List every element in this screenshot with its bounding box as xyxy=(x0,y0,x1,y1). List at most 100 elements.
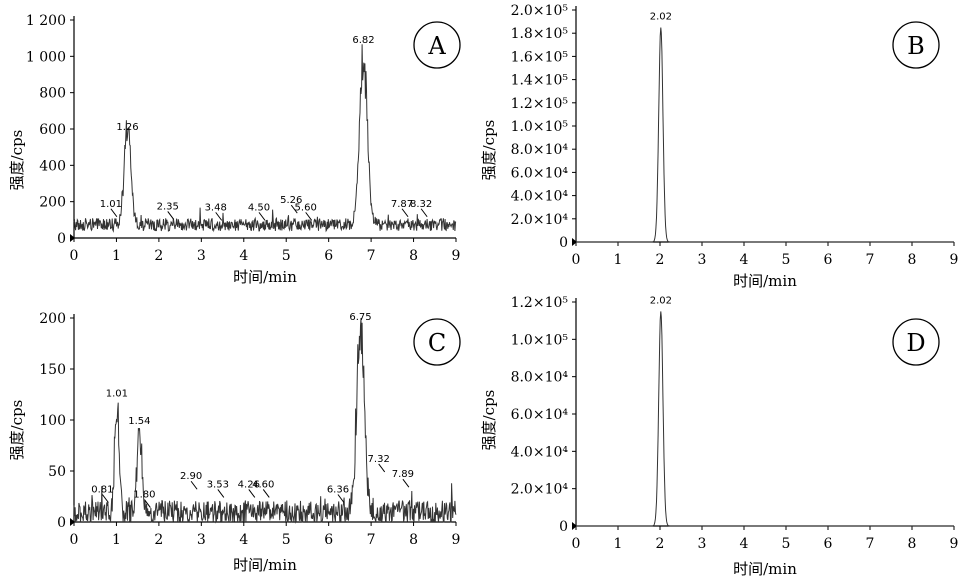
x-tick-label: 4 xyxy=(740,536,749,552)
y-tick-label: 8.0×10⁴ xyxy=(511,370,569,386)
annotation-label: 1.01 xyxy=(100,199,122,210)
x-tick-label: 5 xyxy=(782,252,791,268)
annotation-leader xyxy=(290,204,298,214)
y-tick-label: 1 000 xyxy=(26,49,66,65)
x-tick-label: 5 xyxy=(282,248,291,264)
x-tick-label: 5 xyxy=(282,532,291,548)
y-tick-label: 1.2×10⁵ xyxy=(511,295,569,311)
y-tick-label: 150 xyxy=(39,362,66,378)
y-tick-label: 1.0×10⁵ xyxy=(511,332,569,348)
chromatogram-trace xyxy=(73,317,457,524)
x-tick-label: 2 xyxy=(154,532,163,548)
annotation-label: 3.53 xyxy=(207,479,229,490)
annotation-label: 3.48 xyxy=(205,202,227,213)
annotation-leader xyxy=(217,489,225,498)
annotation-leader xyxy=(167,211,175,220)
panel-c: 0 1 2 3 4 5 6 7 8 9 0 50 100 150 200 时间/min 强度/cps 1.01 1.… xyxy=(8,311,461,574)
y-tick-label: 8.0×10⁴ xyxy=(511,142,569,158)
x-tick-label: 0 xyxy=(70,248,79,264)
x-axis-label: 时间/min xyxy=(233,556,297,574)
x-tick-label: 7 xyxy=(367,248,376,264)
x-tick-label: 7 xyxy=(866,252,875,268)
y-tick-label: 1 200 xyxy=(26,13,66,29)
x-tick-label: 2 xyxy=(656,536,665,552)
x-tick-label: 6 xyxy=(824,536,833,552)
y-axis-label: 强度/cps xyxy=(480,390,498,451)
x-tick-label: 6 xyxy=(824,252,833,268)
y-tick-label: 0 xyxy=(57,231,66,247)
x-tick-label: 7 xyxy=(866,536,875,552)
annotation-label: 1.80 xyxy=(133,490,155,501)
panel-badge xyxy=(892,318,940,366)
annotation-leader xyxy=(101,494,109,503)
y-tick-label: 200 xyxy=(39,195,66,211)
y-tick-label: 800 xyxy=(39,86,66,102)
peak-label: 6.82 xyxy=(352,35,374,46)
y-tick-label: 400 xyxy=(39,158,66,174)
annotation-leader xyxy=(143,499,151,508)
peak-label: 6.75 xyxy=(349,312,371,323)
x-tick-label: 8 xyxy=(908,536,917,552)
x-tick-label: 9 xyxy=(950,252,959,268)
y-tick-label: 50 xyxy=(48,464,66,480)
y-tick-label: 0 xyxy=(57,515,66,531)
annotation-label: 2.35 xyxy=(157,201,179,212)
x-axis-label: 时间/min xyxy=(733,272,797,290)
annotation-label: 7.32 xyxy=(368,454,390,465)
annotation-label: 5.60 xyxy=(295,202,317,213)
annotation-label: 5.26 xyxy=(280,195,302,206)
annotation-leader xyxy=(402,478,410,488)
x-tick-label: 8 xyxy=(908,252,917,268)
panel-letter: C xyxy=(428,329,446,357)
annotation-label: 7.87 xyxy=(391,199,413,210)
x-tick-label: 9 xyxy=(452,248,461,264)
y-tick-label: 1.6×10⁵ xyxy=(511,49,569,65)
annotation-leader xyxy=(248,489,256,498)
annotation-leader xyxy=(337,494,345,503)
x-tick-label: 3 xyxy=(197,248,206,264)
y-tick-label: 1.2×10⁵ xyxy=(511,96,569,112)
annotation-leader xyxy=(401,208,409,218)
panel-badge xyxy=(413,21,461,69)
x-tick-label: 6 xyxy=(324,248,333,264)
panel-letter: B xyxy=(907,32,925,60)
annotation-leader xyxy=(305,212,313,221)
x-axis-label: 时间/min xyxy=(733,560,797,578)
y-axis-label: 强度/cps xyxy=(8,400,26,461)
y-tick-label: 600 xyxy=(39,122,66,138)
x-tick-label: 2 xyxy=(656,252,665,268)
x-tick-label: 2 xyxy=(154,248,163,264)
annotation-leader xyxy=(378,463,386,473)
peak-label: 2.02 xyxy=(650,295,672,306)
x-tick-label: 0 xyxy=(572,536,581,552)
x-tick-label: 1 xyxy=(112,248,121,264)
annotation-leader xyxy=(420,208,428,218)
annotation-label: 8.32 xyxy=(410,199,432,210)
panel-letter: A xyxy=(427,32,446,60)
y-tick-label: 4.0×10⁴ xyxy=(511,444,569,460)
chromatogram-trace xyxy=(73,44,457,233)
x-tick-label: 5 xyxy=(782,536,791,552)
y-tick-label: 1.8×10⁵ xyxy=(511,26,569,42)
y-tick-label: 1.0×10⁵ xyxy=(511,119,569,135)
annotation-label: 7.89 xyxy=(392,469,414,480)
annotation-leader xyxy=(190,480,198,490)
chromatogram-trace xyxy=(576,311,954,527)
annotation-leader xyxy=(262,489,270,498)
x-tick-label: 9 xyxy=(452,532,461,548)
y-tick-label: 2.0×10⁵ xyxy=(511,3,569,19)
y-tick-label: 0 xyxy=(559,235,568,251)
peak-label: 1.01 xyxy=(106,389,128,400)
x-tick-label: 4 xyxy=(239,532,248,548)
peak-label: 1.54 xyxy=(128,416,150,427)
y-tick-label: 2.0×10⁴ xyxy=(511,482,569,498)
annotation-label: 4.26 xyxy=(238,479,260,490)
annotation-label: 6.36 xyxy=(327,485,349,496)
x-tick-label: 3 xyxy=(698,252,707,268)
x-axis-label: 时间/min xyxy=(233,268,297,286)
x-tick-label: 6 xyxy=(324,532,333,548)
x-tick-label: 1 xyxy=(112,532,121,548)
y-tick-label: 4.0×10⁴ xyxy=(511,189,569,205)
panel-a: 0 1 2 3 4 5 6 7 8 9 0 200 400 600 800 1 000 1 200 时间/min 强… xyxy=(8,13,461,286)
x-tick-label: 3 xyxy=(698,536,707,552)
